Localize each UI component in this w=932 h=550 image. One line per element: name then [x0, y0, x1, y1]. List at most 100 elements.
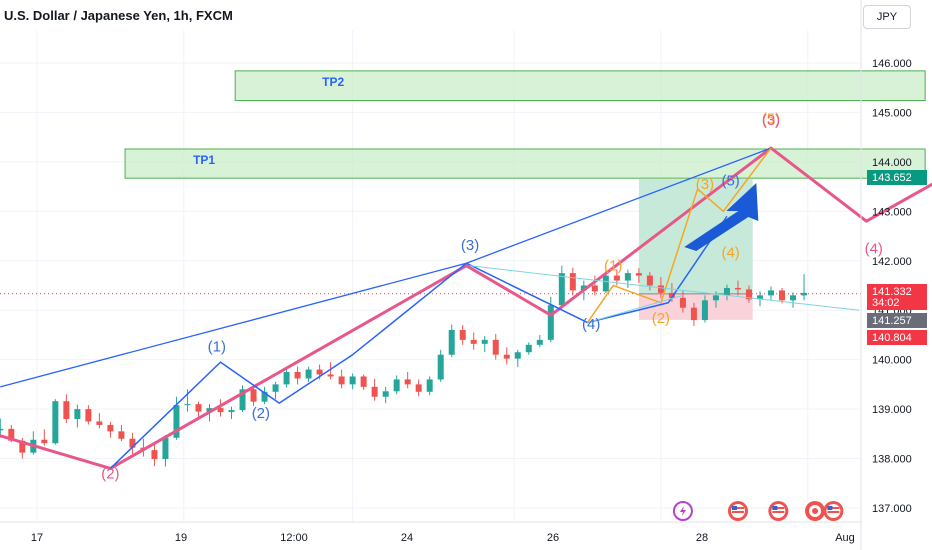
flag-stripe [731, 511, 744, 513]
candle-body [8, 428, 15, 441]
wave-label: (3) [762, 112, 780, 129]
triangle-lower-line[interactable] [587, 294, 684, 324]
x-tick-label: Aug [835, 532, 855, 544]
flag-canton [772, 506, 778, 510]
candle-body [162, 437, 169, 460]
wave-label: (3) [461, 237, 479, 254]
candle-body [228, 410, 235, 413]
wave-label: (4) [582, 316, 600, 333]
candle-body [503, 354, 510, 359]
wave-drawings[interactable] [0, 146, 932, 470]
lightning-icon [679, 506, 686, 516]
event-icons[interactable] [672, 501, 844, 521]
wave-label: (2) [252, 405, 270, 422]
primary-wave-line[interactable] [0, 146, 932, 470]
candle-body [63, 401, 70, 419]
intermediate-wave-line[interactable] [109, 215, 728, 469]
price-tag-target: 143.652 [867, 170, 927, 185]
wave-label: (5) [762, 110, 780, 127]
candle-body [734, 287, 741, 290]
candle-body [173, 405, 180, 438]
x-tick-label: 26 [547, 532, 559, 544]
price-tag-mid: 141.257 [867, 313, 927, 328]
candle-body [790, 295, 797, 301]
candle-body [426, 379, 433, 392]
candle-body [41, 439, 48, 444]
candle-body [118, 431, 125, 439]
price-tag-stop: 140.804 [867, 330, 927, 345]
candle-body [701, 300, 708, 321]
wave-label: (3) [696, 176, 714, 193]
candle-body [0, 428, 4, 431]
candle-body [250, 389, 257, 402]
wave-label: (5) [721, 173, 739, 190]
price-tag-last: 141.332 [867, 284, 927, 299]
wave-label: (4) [865, 240, 883, 257]
candle-body [206, 408, 213, 412]
flag-stripe [827, 511, 840, 513]
candle-body [723, 287, 730, 296]
candle-body [239, 389, 246, 411]
candle-body [768, 290, 774, 296]
y-tick-label: 143.000 [872, 206, 912, 218]
y-tick-label: 137.000 [872, 503, 912, 515]
candle-body [657, 285, 664, 293]
candle-body [195, 404, 202, 412]
candle-body [712, 295, 719, 301]
candle-body [184, 404, 191, 406]
y-tick-label: 142.000 [872, 256, 912, 268]
projection-arrow[interactable] [684, 183, 759, 251]
candle-body [547, 305, 554, 340]
candle-body [569, 273, 576, 291]
y-tick-label: 145.000 [872, 107, 912, 119]
candle-body [327, 374, 334, 377]
chart-grid [0, 30, 861, 522]
candle-body [558, 273, 565, 306]
candle-body [349, 376, 356, 385]
candlestick-series [0, 265, 808, 467]
x-tick-label: 19 [175, 532, 187, 544]
candle-body [217, 408, 224, 413]
flag-stripe [772, 507, 785, 509]
flag-stripe [772, 511, 785, 513]
flag-stripe [827, 507, 840, 509]
candle-body [668, 292, 675, 298]
y-tick-label: 138.000 [872, 454, 912, 466]
candle-body [448, 329, 455, 355]
candle-body [679, 297, 686, 308]
flag-canton [731, 506, 737, 510]
candle-body [382, 391, 389, 397]
minor-wave-line[interactable] [586, 147, 772, 323]
candle-body [635, 273, 642, 276]
candle-body [492, 339, 499, 355]
x-tick-label: 17 [31, 532, 43, 544]
candle-body [415, 384, 422, 392]
triangle-upper-line[interactable] [470, 265, 860, 311]
candle-body [294, 372, 301, 379]
zone-tp2 [234, 70, 926, 102]
wave-labels: (1)(2)(1)(2)(3)(4)(1)(2)(3)(5)(4)(5)(3)(… [101, 110, 883, 482]
candle-body [779, 290, 786, 301]
candle-body [19, 440, 26, 453]
flag-stripe [731, 507, 744, 509]
candle-body [96, 421, 103, 425]
candle-body [316, 369, 323, 375]
zone-label: TP2 [322, 75, 344, 89]
candle-body [437, 354, 444, 380]
candle-body [85, 409, 92, 422]
currency-button[interactable]: JPY [863, 5, 911, 29]
candle-body [74, 409, 81, 419]
candle-body [613, 275, 620, 281]
candle-body [52, 401, 59, 444]
candle-body [525, 344, 532, 353]
x-tick-label: 24 [401, 532, 413, 544]
price-tag-countdown: 34:02 [867, 297, 927, 310]
candle-body [481, 339, 488, 344]
x-tick-label: 12:00 [280, 532, 308, 544]
candle-body [151, 450, 158, 460]
candle-body [283, 372, 290, 385]
y-tick-label: 144.000 [872, 157, 912, 169]
chart-axes: 137.000138.000139.000140.000141.000142.0… [0, 0, 912, 550]
candle-body [338, 376, 345, 385]
